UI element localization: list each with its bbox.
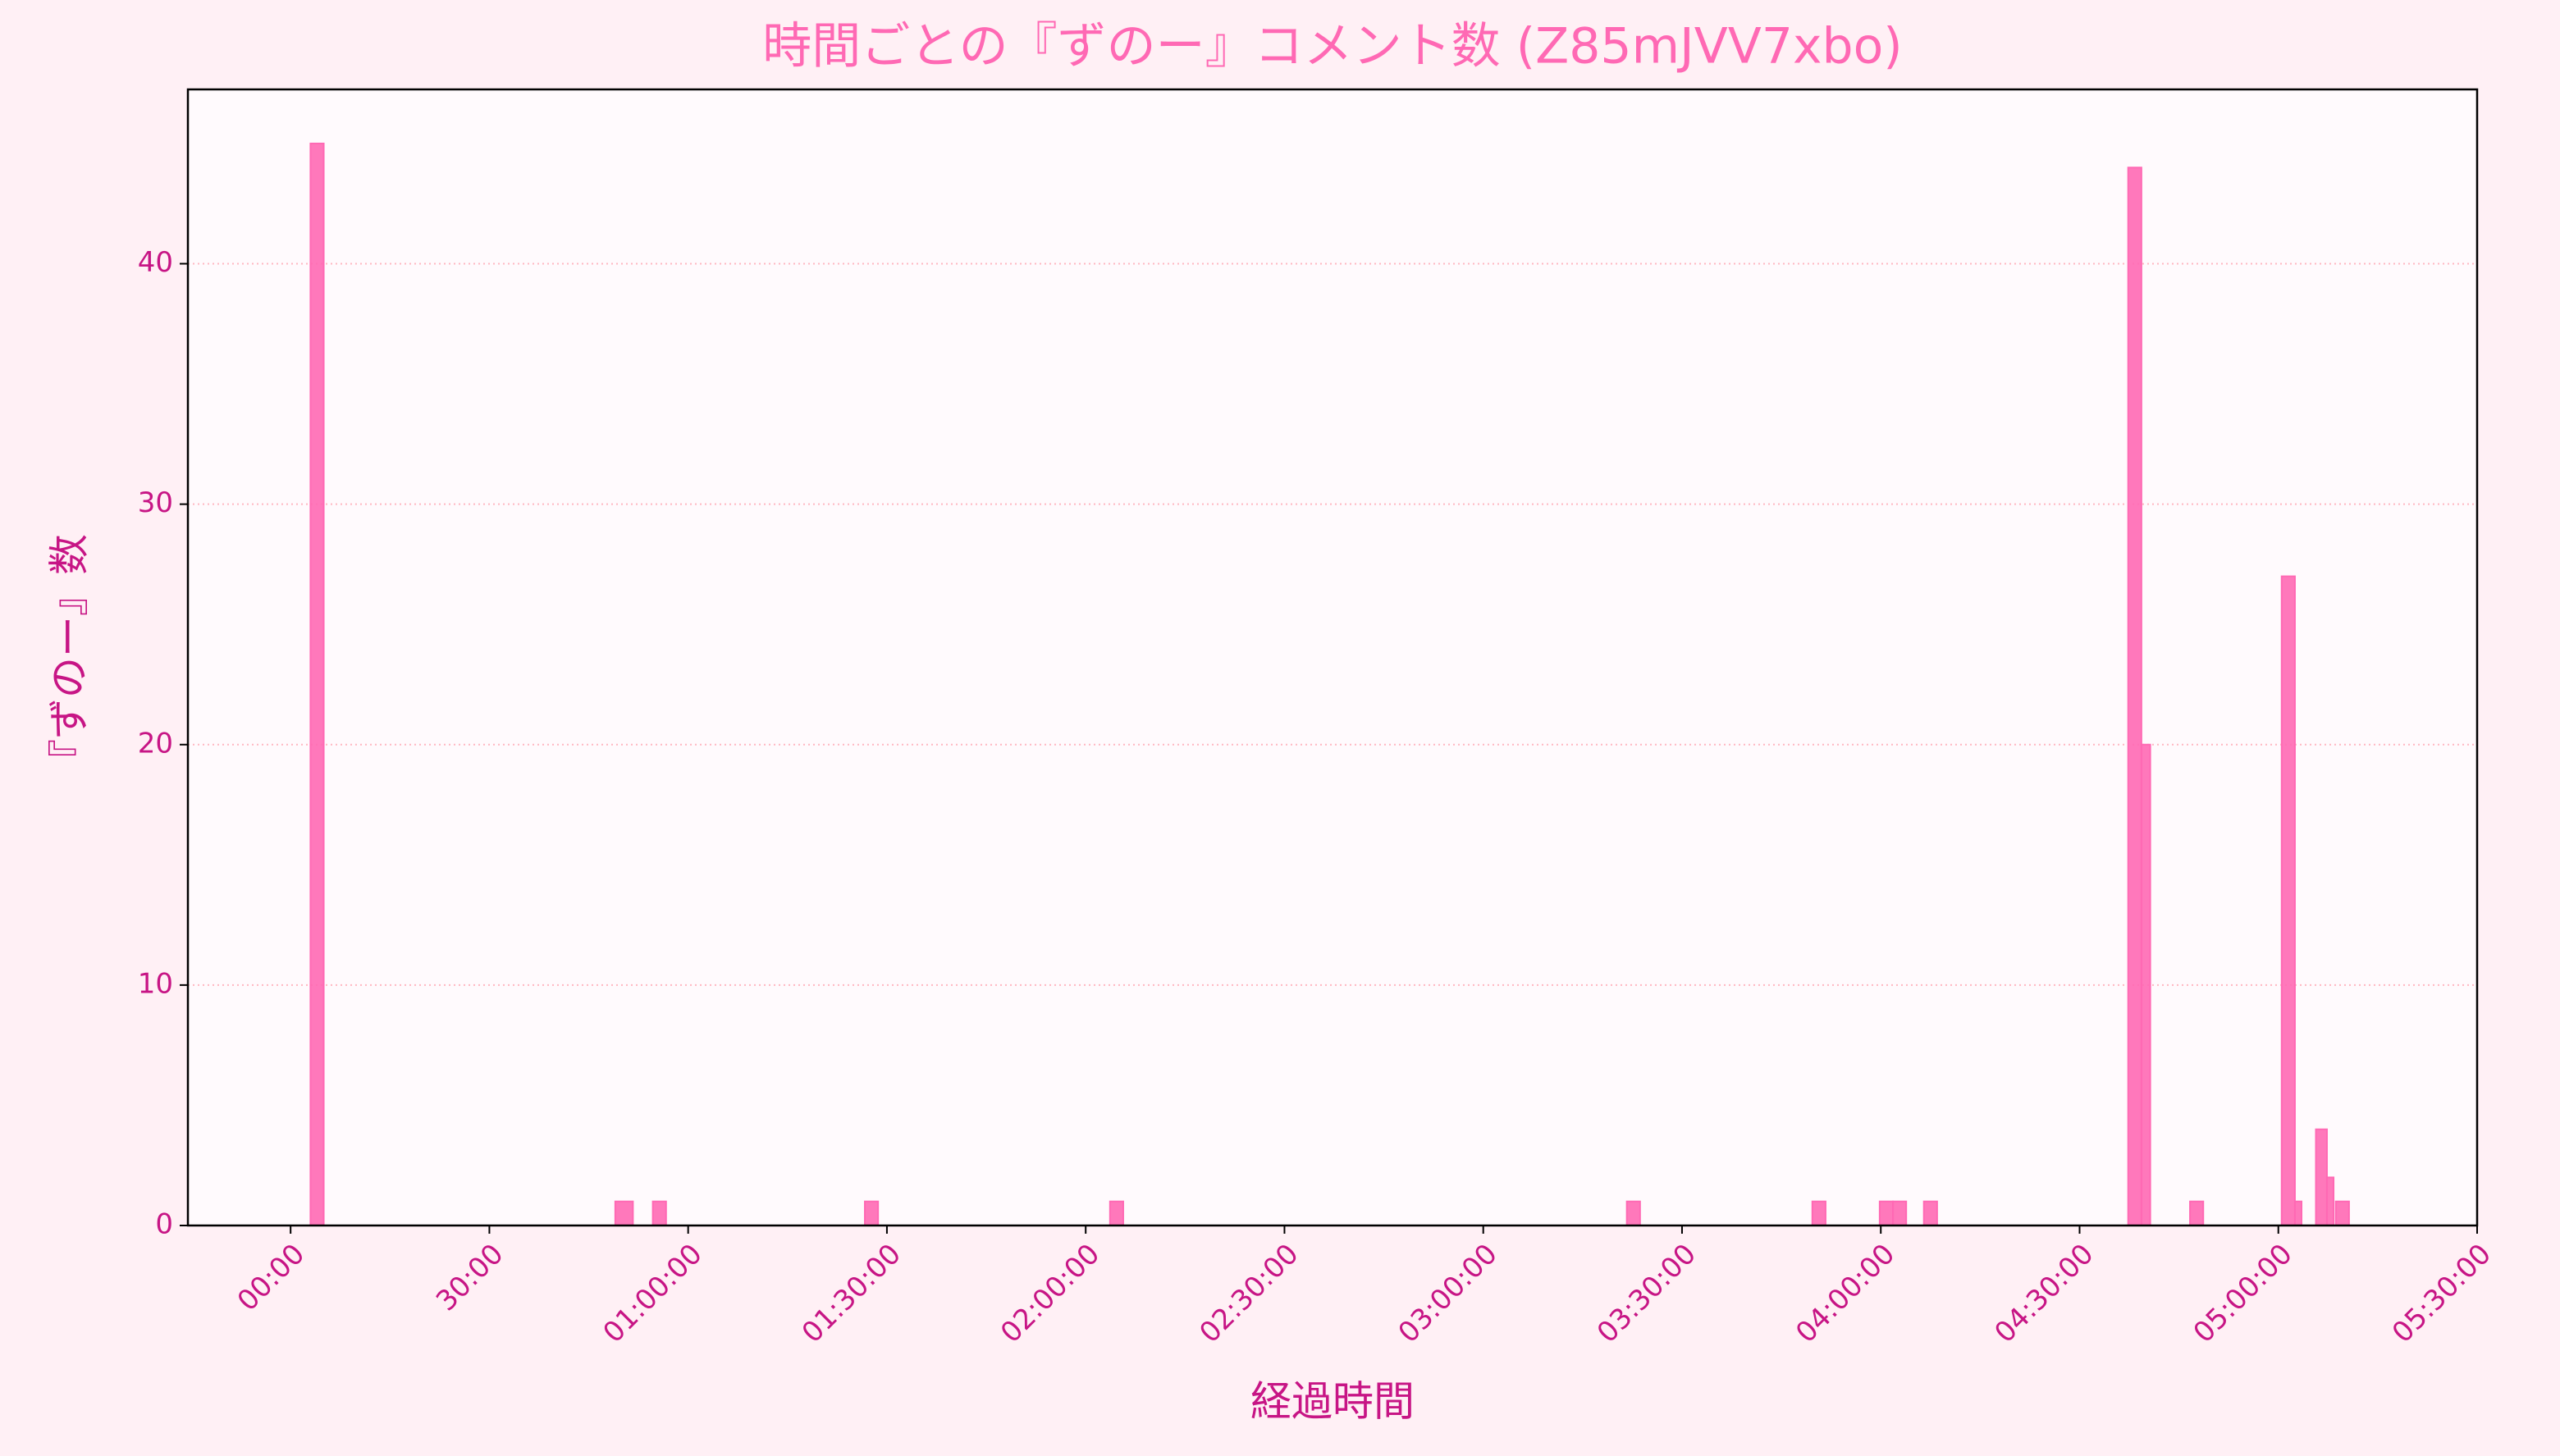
x-tick-label: 01:30:00 bbox=[796, 1238, 907, 1349]
y-tick-label: 20 bbox=[138, 727, 173, 760]
x-tick-label: 02:30:00 bbox=[1193, 1238, 1305, 1349]
bar bbox=[1109, 1200, 1124, 1227]
x-axis-label: 経過時間 bbox=[1250, 1378, 1415, 1426]
plot-frame bbox=[186, 88, 2479, 1227]
plot-area bbox=[188, 89, 2477, 1226]
x-tick-label: 01:00:00 bbox=[597, 1238, 709, 1349]
bar bbox=[651, 1200, 667, 1227]
bar bbox=[1811, 1200, 1826, 1227]
bar bbox=[2280, 575, 2296, 1226]
bar bbox=[1922, 1200, 1938, 1227]
x-tick-label: 03:00:00 bbox=[1392, 1238, 1504, 1349]
bar bbox=[2293, 1200, 2303, 1227]
bar bbox=[864, 1200, 880, 1227]
bar bbox=[1878, 1200, 1895, 1227]
bar bbox=[2325, 1176, 2335, 1226]
x-tick-label: 30:00 bbox=[430, 1238, 510, 1318]
bar bbox=[309, 142, 325, 1226]
x-tick-label: 05:30:00 bbox=[2386, 1238, 2498, 1349]
bar bbox=[2127, 167, 2142, 1227]
bar bbox=[614, 1200, 634, 1227]
bar bbox=[2334, 1200, 2350, 1227]
bar bbox=[2315, 1128, 2328, 1227]
y-axis-label: 『ずのー』数 bbox=[46, 534, 94, 780]
x-tick-label: 05:00:00 bbox=[2187, 1238, 2299, 1349]
y-tick-label: 0 bbox=[155, 1208, 173, 1241]
x-tick-label: 03:30:00 bbox=[1591, 1238, 1703, 1349]
x-tick-label: 04:30:00 bbox=[1988, 1238, 2100, 1349]
y-tick-label: 40 bbox=[138, 246, 173, 279]
bar bbox=[2189, 1200, 2205, 1227]
bar bbox=[1892, 1200, 1908, 1227]
bar bbox=[1625, 1200, 1641, 1227]
chart-title: 時間ごとの『ずのー』コメント数 (Z85mJVV7xbo) bbox=[762, 18, 1902, 75]
y-tick-label: 30 bbox=[138, 486, 173, 519]
x-tick-label: 02:00:00 bbox=[994, 1238, 1106, 1349]
x-tick-label: 04:00:00 bbox=[1790, 1238, 1901, 1349]
bar bbox=[2140, 743, 2151, 1226]
x-tick-label: 00:00 bbox=[231, 1238, 312, 1318]
y-tick-label: 10 bbox=[138, 967, 173, 1000]
